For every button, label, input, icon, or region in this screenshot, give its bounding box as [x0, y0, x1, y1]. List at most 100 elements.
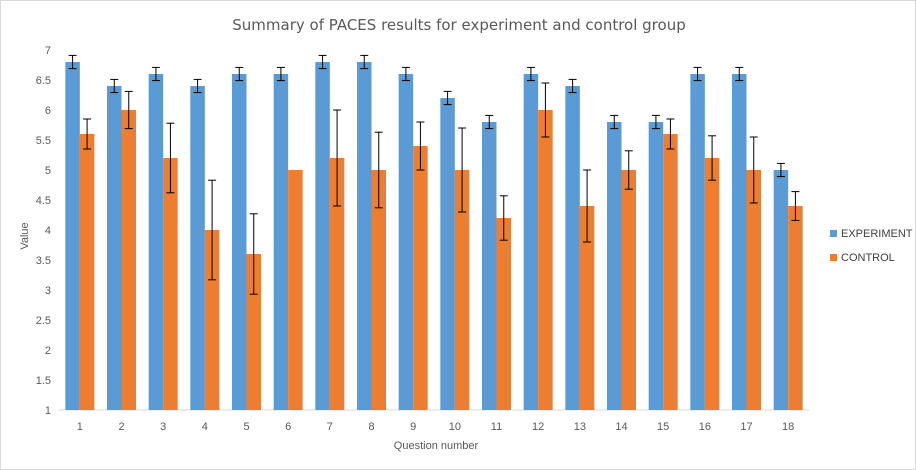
bar-experiment — [232, 74, 247, 410]
error-bar-experiment — [318, 54, 327, 70]
bar-control — [204, 230, 220, 410]
axes: 11.522.533.544.555.566.571 2 3 4 5 6 7 8 9 10 11 12… — [36, 45, 809, 433]
error-bar-control — [624, 150, 633, 190]
error-bar-experiment — [693, 66, 702, 82]
bar-experiment — [65, 62, 80, 410]
y-tick-label: 6.5 — [36, 75, 51, 87]
x-tick-label: 7 — [327, 421, 333, 433]
bar-experiment — [273, 74, 289, 410]
error-bars — [68, 54, 800, 295]
error-bar-experiment — [235, 66, 244, 82]
legend-label-experiment: EXPERIMENT — [841, 228, 913, 240]
y-tick-label: 5 — [45, 165, 51, 177]
y-tick-label: 3 — [45, 285, 51, 297]
y-tick-label: 2 — [45, 345, 51, 357]
y-tick-label: 4.5 — [36, 195, 51, 207]
bar-control — [579, 206, 595, 410]
bar-experiment — [565, 86, 580, 410]
error-bar-control — [374, 131, 383, 209]
x-tick-label: 3 — [160, 421, 166, 433]
bar-control — [246, 254, 261, 410]
error-bar-control — [666, 118, 675, 150]
error-bar-experiment — [151, 66, 160, 82]
error-bar-control — [458, 127, 467, 213]
legend: EXPERIMENT CONTROL — [830, 228, 913, 264]
legend-swatch-experiment — [830, 230, 837, 237]
x-tick-label: 10 — [449, 421, 461, 433]
bar-experiment — [398, 74, 414, 410]
y-tick-label: 7 — [45, 45, 51, 57]
x-tick-label: 11 — [491, 421, 502, 433]
error-bar-control — [166, 122, 175, 194]
error-bar-control — [83, 118, 92, 150]
y-tick-label: 6 — [45, 105, 51, 117]
x-tick-label: 8 — [368, 421, 374, 433]
x-tick-label: 2 — [118, 421, 124, 433]
bars — [65, 62, 803, 410]
bar-control — [371, 170, 386, 410]
error-bar-control — [416, 121, 425, 171]
error-bar-control — [249, 213, 258, 295]
x-tick-label: 13 — [574, 421, 586, 433]
error-bar-control — [124, 90, 133, 130]
x-tick-label: 6 — [285, 421, 291, 433]
y-tick-label: 3.5 — [36, 255, 51, 267]
bar-control — [413, 146, 428, 410]
bar-control — [121, 110, 136, 410]
error-bar-control — [499, 195, 508, 241]
bar-experiment — [773, 170, 789, 410]
bar-experiment — [523, 74, 539, 410]
bar-control — [621, 170, 636, 410]
error-bar-control — [541, 82, 550, 138]
x-tick-label: 12 — [532, 421, 544, 433]
x-tick-label: 17 — [740, 421, 752, 433]
error-bar-control — [333, 109, 342, 207]
error-bar-experiment — [651, 114, 660, 130]
bar-experiment — [648, 122, 664, 410]
x-tick-label: 5 — [243, 421, 249, 433]
y-tick-label: 4 — [45, 225, 51, 237]
error-bar-experiment — [610, 114, 619, 130]
x-tick-label: 16 — [699, 421, 711, 433]
error-bar-experiment — [276, 66, 285, 82]
bar-experiment — [607, 122, 622, 410]
bar-control — [788, 206, 803, 410]
y-tick-label: 1.5 — [36, 375, 51, 387]
error-bar-control — [749, 136, 758, 204]
chart-title: Summary of PACES results for experiment … — [232, 16, 685, 34]
error-bar-control — [208, 179, 217, 281]
bar-control — [704, 158, 720, 410]
bar-control — [329, 158, 345, 410]
bar-experiment — [107, 86, 122, 410]
bar-experiment — [148, 74, 164, 410]
error-bar-experiment — [110, 78, 119, 94]
x-tick-label: 9 — [410, 421, 416, 433]
bar-control — [746, 170, 761, 410]
bar-experiment — [357, 62, 372, 410]
error-bar-experiment — [526, 66, 535, 82]
y-tick-label: 5.5 — [36, 135, 51, 147]
error-bar-experiment — [443, 90, 452, 106]
legend-swatch-control — [830, 254, 837, 261]
error-bar-experiment — [401, 66, 410, 82]
bar-experiment — [190, 86, 205, 410]
y-tick-label: 1 — [45, 405, 51, 417]
bar-control — [79, 134, 95, 410]
x-tick-label: 15 — [657, 421, 669, 433]
legend-label-control: CONTROL — [841, 252, 895, 264]
error-bar-experiment — [776, 162, 785, 178]
error-bar-control — [583, 169, 592, 243]
x-axis-label: Question number — [394, 440, 479, 452]
y-tick-label: 2.5 — [36, 315, 51, 327]
error-bar-experiment — [735, 66, 744, 82]
x-tick-label: 1 — [77, 421, 83, 433]
bar-experiment — [482, 122, 497, 410]
bar-control — [288, 170, 303, 410]
bar-experiment — [440, 98, 455, 410]
x-tick-label: 14 — [615, 421, 627, 433]
bar-experiment — [315, 62, 330, 410]
bar-control — [663, 134, 678, 410]
bar-control — [538, 110, 553, 410]
bar-control — [163, 158, 178, 410]
